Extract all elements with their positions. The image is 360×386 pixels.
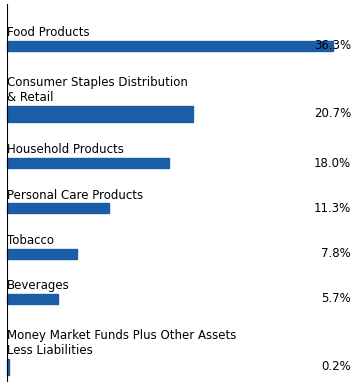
Text: 0.2%: 0.2% (321, 360, 351, 373)
Text: 5.7%: 5.7% (321, 292, 351, 305)
Bar (7, 294, 58, 304)
Bar (7, 158, 169, 168)
Bar (7, 249, 77, 259)
Text: Personal Care Products: Personal Care Products (7, 188, 143, 201)
Bar (7, 203, 109, 213)
Text: Tobacco: Tobacco (7, 234, 54, 247)
Text: Food Products: Food Products (7, 26, 90, 39)
Text: 7.8%: 7.8% (321, 247, 351, 260)
Text: Household Products: Household Products (7, 143, 124, 156)
Text: 36.3%: 36.3% (314, 39, 351, 52)
Text: Consumer Staples Distribution
& Retail: Consumer Staples Distribution & Retail (7, 76, 188, 104)
Bar (7, 106, 193, 122)
Text: Beverages: Beverages (7, 279, 70, 292)
Bar (7, 41, 333, 51)
Text: 18.0%: 18.0% (314, 157, 351, 170)
Bar (7, 359, 9, 375)
Text: Money Market Funds Plus Other Assets
Less Liabilities: Money Market Funds Plus Other Assets Les… (7, 329, 237, 357)
Text: 11.3%: 11.3% (314, 202, 351, 215)
Text: 20.7%: 20.7% (314, 107, 351, 120)
